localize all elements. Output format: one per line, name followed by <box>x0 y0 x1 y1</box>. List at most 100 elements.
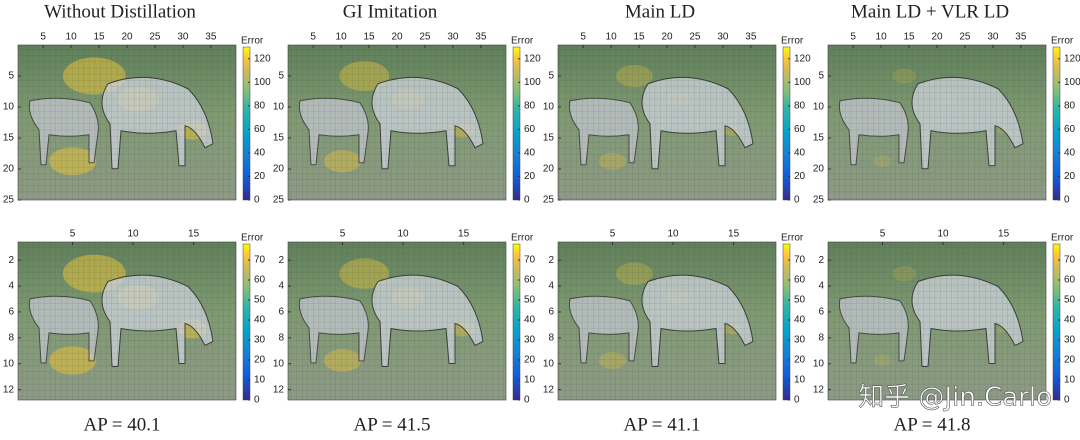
y-tick-label: 8 <box>8 332 14 343</box>
colorbar-tick-label: 30 <box>794 335 806 346</box>
colorbar-tick-label: 0 <box>254 395 260 406</box>
y-tick-label: 12 <box>543 384 555 395</box>
x-tick-label: 35 <box>475 32 487 43</box>
colorbar <box>242 243 251 401</box>
colorbar <box>512 243 521 401</box>
y-tick-label: 6 <box>818 307 824 318</box>
colorbar-label: Error <box>511 233 534 244</box>
ap-label: AP = 41.1 <box>623 414 700 435</box>
colorbar-tick-label: 100 <box>1064 77 1080 88</box>
colorbar-tick-label: 0 <box>1064 195 1070 206</box>
x-tick-label: 10 <box>127 229 139 240</box>
y-tick-label: 5 <box>278 71 284 82</box>
y-tick-label: 2 <box>818 255 824 266</box>
colorbar-tick-label: 60 <box>254 275 266 286</box>
colorbar-tick-label: 120 <box>794 53 811 64</box>
ap-label: AP = 41.8 <box>893 414 970 435</box>
y-tick-label: 15 <box>273 133 285 144</box>
colorbar-tick-label: 40 <box>524 148 536 159</box>
x-tick-label: 25 <box>689 32 701 43</box>
y-tick-label: 12 <box>3 384 15 395</box>
colorbar-tick-label: 0 <box>524 195 530 206</box>
y-tick-label: 20 <box>543 164 555 175</box>
colorbar-tick-label: 20 <box>524 355 536 366</box>
image-frame <box>827 241 1047 401</box>
x-tick-label: 25 <box>959 32 971 43</box>
colorbar-tick-label: 10 <box>794 375 806 386</box>
x-tick-label: 5 <box>70 229 76 240</box>
x-tick-label: 5 <box>850 32 856 43</box>
colorbar-tick-label: 80 <box>794 100 806 111</box>
colorbar-tick-label: 20 <box>254 355 266 366</box>
y-tick-label: 12 <box>813 384 825 395</box>
x-tick-label: 25 <box>149 32 161 43</box>
colorbar-tick-label: 70 <box>524 255 536 266</box>
colorbar-tick-label: 30 <box>254 335 266 346</box>
colorbar-tick-label: 60 <box>254 124 266 135</box>
colorbar-tick-label: 120 <box>524 53 541 64</box>
cell-grid <box>828 45 1046 200</box>
ap-label: AP = 40.1 <box>83 414 160 435</box>
colorbar-tick-label: 30 <box>524 335 536 346</box>
colorbar-tick-label: 0 <box>794 195 800 206</box>
column-title: Main LD + VLR LD <box>851 1 1009 22</box>
colorbar-tick-label: 40 <box>794 148 806 159</box>
x-tick-label: 10 <box>606 32 618 43</box>
colorbar-label: Error <box>241 233 264 244</box>
colorbar <box>512 46 521 201</box>
x-tick-label: 15 <box>458 229 470 240</box>
y-tick-label: 25 <box>273 195 285 206</box>
x-tick-label: 5 <box>580 32 586 43</box>
y-tick-label: 15 <box>543 133 555 144</box>
x-tick-label: 10 <box>336 32 348 43</box>
colorbar-label: Error <box>241 36 264 47</box>
colorbar-tick-label: 120 <box>1064 53 1080 64</box>
colorbar-tick-label: 20 <box>794 171 806 182</box>
y-tick-label: 15 <box>813 133 825 144</box>
x-tick-label: 35 <box>205 32 217 43</box>
colorbar-tick-label: 70 <box>794 255 806 266</box>
cell-grid <box>558 242 776 400</box>
colorbar-tick-label: 0 <box>794 395 800 406</box>
cell-grid <box>828 242 1046 400</box>
colorbar-tick-label: 50 <box>524 295 536 306</box>
colorbar-tick-label: 40 <box>254 315 266 326</box>
y-tick-label: 4 <box>8 281 14 292</box>
colorbar-tick-label: 20 <box>794 355 806 366</box>
colorbar-tick-label: 80 <box>1064 100 1076 111</box>
image-frame <box>17 241 237 401</box>
x-tick-label: 20 <box>931 32 943 43</box>
y-tick-label: 2 <box>278 255 284 266</box>
x-tick-label: 30 <box>177 32 189 43</box>
colorbar-label: Error <box>781 36 804 47</box>
y-tick-label: 10 <box>3 358 15 369</box>
x-tick-label: 5 <box>40 32 46 43</box>
colorbar-tick-label: 70 <box>254 255 266 266</box>
colorbar-tick-label: 30 <box>1064 335 1076 346</box>
colorbar-tick-label: 120 <box>254 53 271 64</box>
colorbar-tick-label: 80 <box>254 100 266 111</box>
colorbar-tick-label: 20 <box>254 171 266 182</box>
x-tick-label: 15 <box>903 32 915 43</box>
colorbar-tick-label: 10 <box>254 375 266 386</box>
colorbar <box>782 243 791 401</box>
y-tick-label: 8 <box>278 332 284 343</box>
x-tick-label: 15 <box>633 32 645 43</box>
y-tick-label: 10 <box>813 102 825 113</box>
watermark: 知乎 @Jin.Carlo <box>858 383 1052 413</box>
x-tick-label: 20 <box>121 32 133 43</box>
y-tick-label: 10 <box>813 358 825 369</box>
x-tick-label: 5 <box>880 229 886 240</box>
colorbar <box>1052 46 1061 201</box>
colorbar-label: Error <box>1051 233 1074 244</box>
colorbar-tick-label: 50 <box>794 295 806 306</box>
x-tick-label: 15 <box>363 32 375 43</box>
cell-grid <box>288 45 506 200</box>
y-tick-label: 6 <box>8 307 14 318</box>
colorbar <box>782 46 791 201</box>
cell-grid <box>558 45 776 200</box>
colorbar-tick-label: 100 <box>524 77 541 88</box>
x-tick-label: 15 <box>93 32 105 43</box>
x-tick-label: 15 <box>728 229 740 240</box>
